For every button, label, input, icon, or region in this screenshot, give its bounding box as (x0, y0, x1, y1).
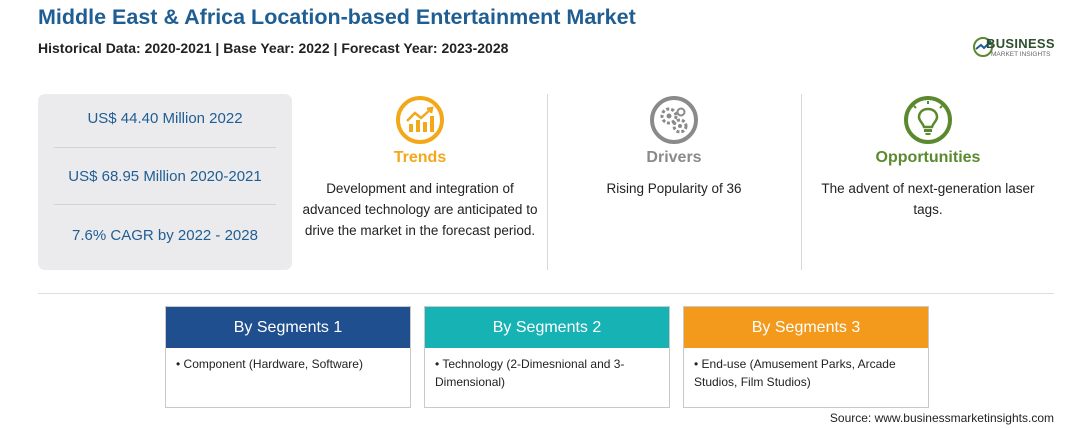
gears-icon (650, 96, 698, 144)
stat-market-size-2022: US$ 44.40 Million 2022 (87, 110, 243, 127)
section-divider (38, 293, 1054, 294)
drivers-heading: Drivers (646, 149, 702, 166)
bullet: • (694, 357, 699, 371)
segment-2-body: • Technology (2-Dimesnional and 3-Dimens… (425, 348, 669, 391)
segment-2-header: By Segments 2 (425, 307, 669, 348)
stat-divider (54, 147, 276, 148)
segment-card-1: By Segments 1 • Component (Hardware, Sof… (165, 306, 411, 408)
segment-2-item: Technology (2-Dimesnional and 3-Dimensio… (435, 357, 625, 389)
globe-icon (973, 37, 993, 57)
logo-tagline: MARKET INSIGHTS (991, 51, 1051, 58)
segment-3-item: End-use (Amusement Parks, Arcade Studios… (694, 357, 896, 389)
segment-1-header: By Segments 1 (166, 307, 410, 348)
logo-wordmark: BUSINESS (986, 36, 1055, 51)
lightbulb-icon (904, 96, 952, 144)
trend-chart-icon (396, 96, 444, 144)
drivers-text: Rising Popularity of 36 (606, 181, 742, 196)
segment-card-2: By Segments 2 • Technology (2-Dimesniona… (424, 306, 670, 408)
source-link[interactable]: Source: www.businessmarketinsights.com (829, 411, 1054, 425)
stat-divider (54, 204, 276, 205)
stat-market-size-historical: US$ 68.95 Million 2020-2021 (68, 168, 262, 185)
segment-1-item: Component (Hardware, Software) (183, 357, 363, 371)
page-subtitle: Historical Data: 2020-2021 | Base Year: … (38, 40, 509, 56)
column-divider (547, 94, 548, 270)
page-title: Middle East & Africa Location-based Ente… (38, 5, 636, 29)
trends-text: Development and integration of advanced … (302, 181, 538, 238)
segment-3-header: By Segments 3 (684, 307, 928, 348)
stat-cagr: 7.6% CAGR by 2022 - 2028 (72, 227, 258, 244)
column-divider (801, 94, 802, 270)
segment-1-body: • Component (Hardware, Software) (166, 348, 410, 373)
opportunities-heading: Opportunities (875, 149, 981, 166)
bullet: • (176, 357, 181, 371)
trends-heading: Trends (393, 149, 447, 166)
company-logo[interactable]: BUSINESS MARKET INSIGHTS (972, 34, 1062, 62)
opportunities-text: The advent of next-generation laser tags… (821, 181, 1035, 217)
market-stats-panel: US$ 44.40 Million 2022 US$ 68.95 Million… (38, 94, 292, 270)
segment-3-body: • End-use (Amusement Parks, Arcade Studi… (684, 348, 928, 391)
segment-card-3: By Segments 3 • End-use (Amusement Parks… (683, 306, 929, 408)
bullet: • (435, 357, 440, 371)
